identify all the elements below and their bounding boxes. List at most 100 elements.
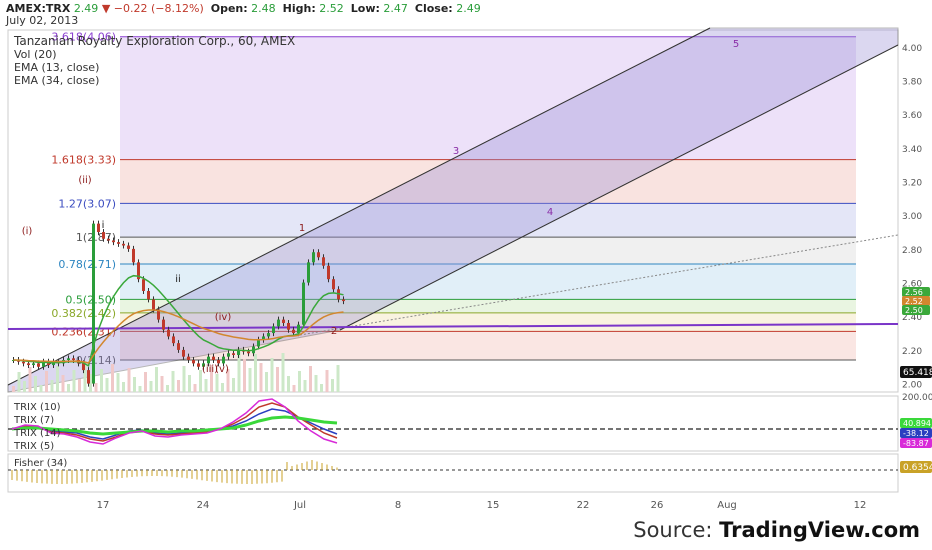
- symbol: AMEX:TRX: [6, 2, 71, 15]
- wave-label: (ii): [78, 175, 91, 186]
- wave-label: (v): [215, 364, 229, 375]
- volume-bar: [83, 365, 87, 392]
- volume-bar: [199, 370, 202, 392]
- candle: [287, 322, 290, 330]
- y-tick-label: 2.40: [902, 313, 922, 323]
- candle: [262, 336, 265, 340]
- volume-bar: [122, 382, 125, 392]
- volume-bar: [226, 369, 230, 392]
- volume-bar: [336, 365, 340, 392]
- fisher-legend-label: Fisher (34): [14, 458, 67, 469]
- ema34-line: [13, 309, 344, 364]
- candle: [227, 353, 230, 357]
- volume-badge-text: 65.418: [903, 368, 932, 378]
- volume-bar: [39, 385, 43, 392]
- high-value: 2.52: [319, 2, 344, 15]
- trix-legend-label: TRIX (7): [13, 415, 54, 426]
- candle: [212, 356, 215, 361]
- price-change: −0.22 (−8.12%): [113, 2, 204, 15]
- volume-bar: [67, 384, 70, 392]
- x-tick-label: 24: [197, 500, 210, 511]
- x-tick-label: Jul: [293, 500, 306, 511]
- purple-trendline: [7, 323, 899, 330]
- volume-bar: [28, 367, 32, 392]
- high-label: High:: [282, 2, 316, 15]
- ticker-header: AMEX:TRX 2.49 ▼ −0.22 (−8.12%) Open: 2.4…: [6, 2, 481, 15]
- fisher-value-text: 0.6354: [903, 463, 932, 473]
- x-tick-label: 8: [395, 500, 401, 511]
- candle: [237, 349, 240, 355]
- fib-label: 0.78(2.71): [58, 258, 116, 271]
- wave-label: 1: [299, 223, 305, 234]
- volume-bar: [270, 358, 274, 392]
- volume-bar: [325, 370, 329, 392]
- fisher-value-badge: [900, 461, 932, 473]
- candle: [107, 238, 110, 241]
- volume-bar: [56, 366, 59, 392]
- volume-bar: [248, 368, 252, 392]
- volume-bar: [166, 385, 169, 392]
- candle: [127, 245, 130, 249]
- candle: [207, 356, 210, 364]
- candle: [332, 279, 335, 290]
- x-tick-label: Aug: [717, 500, 737, 511]
- volume-bar: [127, 368, 131, 392]
- candle: [137, 262, 140, 280]
- candle: [87, 370, 90, 384]
- volume-bar: [50, 380, 54, 392]
- volume-bar: [78, 379, 81, 392]
- candle: [282, 319, 285, 323]
- chart-canvas[interactable]: 3.618(4.06) 1.618(3.33) 1.27(3.07) 1(2.87) 0…: [0, 0, 932, 515]
- candle: [112, 240, 115, 243]
- fib-band: [120, 203, 856, 238]
- volume-bar: [237, 350, 241, 392]
- volume-bar: [144, 372, 147, 392]
- x-tick-label: 17: [97, 500, 110, 511]
- volume-bar: [243, 359, 246, 392]
- volume-bar: [89, 374, 92, 392]
- volume-bar: [331, 379, 334, 392]
- candle: [142, 279, 145, 291]
- volume-bar: [254, 354, 257, 392]
- trix-value-text: -83.87: [903, 439, 929, 448]
- candle: [27, 363, 30, 366]
- candle: [297, 324, 300, 334]
- candle: [167, 329, 170, 337]
- candle: [342, 299, 345, 302]
- candle: [202, 363, 205, 367]
- close-value: 2.49: [456, 2, 481, 15]
- volume-bar: [105, 378, 109, 392]
- fib-band: [120, 331, 856, 361]
- candle: [147, 290, 150, 300]
- candle: [247, 351, 250, 354]
- legend-line: EMA (13, close): [14, 61, 99, 74]
- volume-bar: [100, 369, 103, 392]
- wave-label: (iv): [215, 312, 232, 323]
- volume-bar: [94, 383, 98, 392]
- candle: [292, 329, 295, 334]
- y-tick-label: 2.80: [902, 246, 922, 256]
- volume-bar: [204, 379, 208, 392]
- fib-band: [120, 36, 856, 160]
- trix-value-text: -38.12: [903, 429, 929, 438]
- volume-bar: [72, 370, 76, 392]
- volume-bar: [116, 373, 120, 392]
- source-brand: TradingView.com: [719, 518, 920, 542]
- price-badge: [902, 287, 930, 297]
- candle: [307, 262, 310, 283]
- x-tick-label: 26: [651, 500, 664, 511]
- wave-label: (iii): [202, 364, 218, 375]
- fisher-panel: [7, 453, 899, 493]
- legend-line: EMA (34, close): [14, 74, 99, 87]
- candle: [312, 252, 315, 263]
- candle: [317, 252, 320, 258]
- candle: [102, 232, 105, 239]
- trix-legend-label: TRIX (5): [13, 441, 54, 452]
- down-arrow-icon: ▼: [101, 2, 111, 15]
- candle: [97, 223, 100, 233]
- volume-bar: [259, 363, 263, 392]
- candle: [177, 343, 180, 350]
- fib-band: [120, 159, 856, 204]
- trix-series-line: [11, 415, 338, 436]
- volume-badge: [900, 366, 932, 378]
